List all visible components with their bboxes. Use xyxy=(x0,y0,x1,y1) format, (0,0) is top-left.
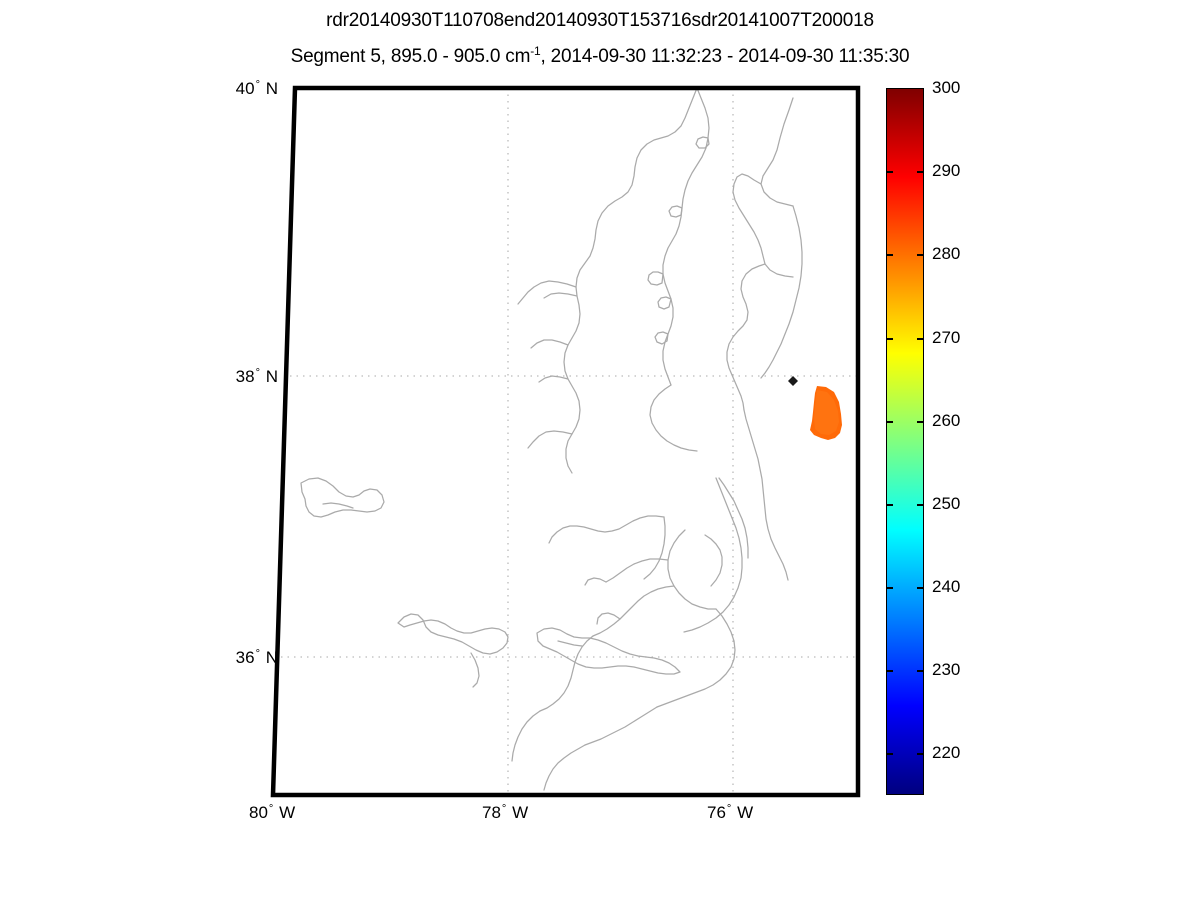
colorbar-tick-260 xyxy=(886,420,893,423)
lon-76-value: 76 xyxy=(707,803,726,822)
data-swath[interactable] xyxy=(810,386,842,440)
axis-label-lat-38: 38° N xyxy=(208,367,278,387)
lat-38-hemi: N xyxy=(265,367,278,386)
axis-label-lon-80: 80° W xyxy=(249,803,295,823)
colorbar-tick-230 xyxy=(886,670,893,673)
colorbar-label-300: 300 xyxy=(932,78,961,97)
lon-80-value: 80 xyxy=(249,803,268,822)
swath-footprint-shade xyxy=(814,390,839,435)
colorbar-gradient xyxy=(886,88,924,795)
colorbar-tick-right-240 xyxy=(917,587,924,590)
colorbar-tick-280 xyxy=(886,254,893,257)
colorbar-tick-290 xyxy=(886,171,893,174)
lat-38-value: 38 xyxy=(235,367,255,386)
colorbar-label-260: 260 xyxy=(932,410,961,430)
diamond-marker-icon xyxy=(788,376,798,386)
colorbar-label-250: 250 xyxy=(932,493,961,513)
subtitle-prefix: Segment 5, 895.0 - 905.0 cm xyxy=(290,46,531,67)
figure-title: rdr20140930T110708end20140930T153716sdr2… xyxy=(326,10,874,31)
colorbar-label-280: 280 xyxy=(932,244,961,264)
colorbar-tick-right-280 xyxy=(917,254,924,257)
map-svg xyxy=(270,85,861,798)
lon-78-hemi: W xyxy=(512,803,529,822)
gridlines xyxy=(281,88,858,795)
lon-80-hemi: W xyxy=(279,803,296,822)
colorbar-tick-right-260 xyxy=(917,420,924,423)
axis-label-lon-78: 78° W xyxy=(482,803,528,823)
degree-symbol-icon: ° xyxy=(255,648,260,660)
subtitle-suffix: , 2014-09-30 11:32:23 - 2014-09-30 11:35… xyxy=(540,46,910,67)
colorbar-tick-220 xyxy=(886,753,893,756)
colorbar-tick-right-220 xyxy=(917,753,924,756)
degree-symbol-icon: ° xyxy=(501,803,507,815)
colorbar-tick-240 xyxy=(886,587,893,590)
colorbar-label-270: 270 xyxy=(932,327,961,347)
colorbar-tick-right-250 xyxy=(917,503,924,506)
lon-76-hemi: W xyxy=(737,803,754,822)
colorbar-label-230: 230 xyxy=(932,660,961,680)
colorbar-tick-right-270 xyxy=(917,337,924,340)
degree-symbol-icon: ° xyxy=(255,367,260,379)
axis-label-lat-40: 40° N xyxy=(208,79,278,99)
lat-36-value: 36 xyxy=(235,648,255,667)
lat-40-value: 40 xyxy=(235,79,255,98)
map-frame xyxy=(270,85,861,798)
axis-label-lat-36: 36° N xyxy=(208,648,278,668)
colorbar-tick-right-230 xyxy=(917,670,924,673)
axis-label-lon-76: 76° W xyxy=(707,803,753,823)
lon-78-value: 78 xyxy=(482,803,501,822)
coastline-layer xyxy=(300,88,803,791)
colorbar-label-290: 290 xyxy=(932,161,961,181)
station-marker[interactable] xyxy=(788,376,798,386)
figure-subtitle: Segment 5, 895.0 - 905.0 cm-1, 2014-09-3… xyxy=(0,44,1200,68)
map-background xyxy=(273,88,858,795)
map-plot-area[interactable] xyxy=(265,80,875,805)
colorbar-tick-right-290 xyxy=(917,171,924,174)
lat-40-hemi: N xyxy=(265,79,278,98)
degree-symbol-icon: ° xyxy=(268,803,274,815)
colorbar-label-240: 240 xyxy=(932,577,961,597)
colorbar-tick-250 xyxy=(886,503,893,506)
degree-symbol-icon: ° xyxy=(255,79,260,91)
subtitle-exponent: -1 xyxy=(530,44,541,58)
colorbar-tick-270 xyxy=(886,337,893,340)
lat-36-hemi: N xyxy=(265,648,278,667)
colorbar-label-220: 220 xyxy=(932,743,961,763)
degree-symbol-icon: ° xyxy=(726,803,732,815)
